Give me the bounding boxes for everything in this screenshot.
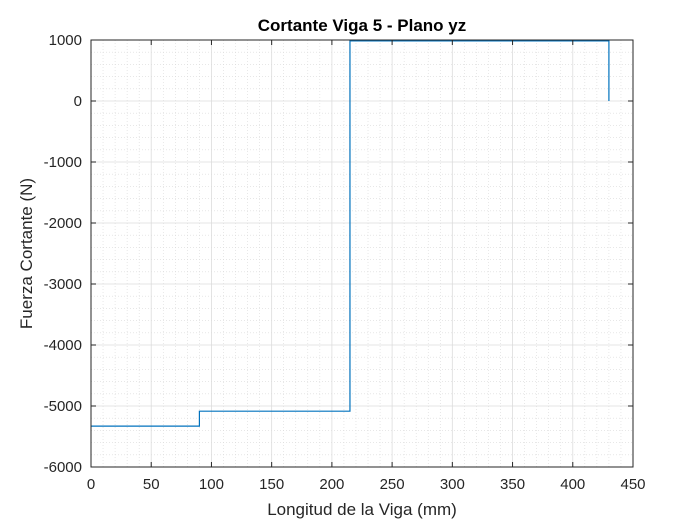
series-layer xyxy=(91,40,610,427)
x-tick-label: 300 xyxy=(440,476,465,493)
chart-title: Cortante Viga 5 - Plano yz xyxy=(258,16,466,35)
x-axis-title: Longitud de la Viga (mm) xyxy=(267,500,457,519)
x-tick-label: 150 xyxy=(259,476,284,493)
x-tick-label: 0 xyxy=(87,476,95,493)
axis-ticks xyxy=(90,39,634,468)
y-tick-label: -5000 xyxy=(44,398,82,415)
x-tick-label: 250 xyxy=(380,476,405,493)
major-grid xyxy=(90,39,634,468)
plot-area xyxy=(91,40,633,467)
y-tick-label: -2000 xyxy=(44,215,82,232)
minor-grid xyxy=(91,40,633,467)
x-tick-label: 100 xyxy=(199,476,224,493)
x-tick-label: 200 xyxy=(319,476,344,493)
y-tick-labels: 1000 0 -1000 -2000 -3000 -4000 -5000 -6000 xyxy=(44,32,82,476)
x-tick-label: 450 xyxy=(620,476,645,493)
y-tick-label: 1000 xyxy=(49,32,82,49)
y-tick-label: -3000 xyxy=(44,276,82,293)
y-axis-title: Fuerza Cortante (N) xyxy=(17,178,36,329)
plot-frame xyxy=(90,39,634,468)
y-tick-label: -4000 xyxy=(44,337,82,354)
x-tick-labels: 0 50 100 150 200 250 300 350 400 450 xyxy=(87,476,646,493)
y-tick-label: -1000 xyxy=(44,154,82,171)
y-tick-label: 0 xyxy=(74,93,82,110)
x-tick-label: 400 xyxy=(560,476,585,493)
x-tick-label: 350 xyxy=(500,476,525,493)
y-tick-label: -6000 xyxy=(44,459,82,476)
x-tick-label: 50 xyxy=(143,476,160,493)
series-line xyxy=(91,40,610,427)
